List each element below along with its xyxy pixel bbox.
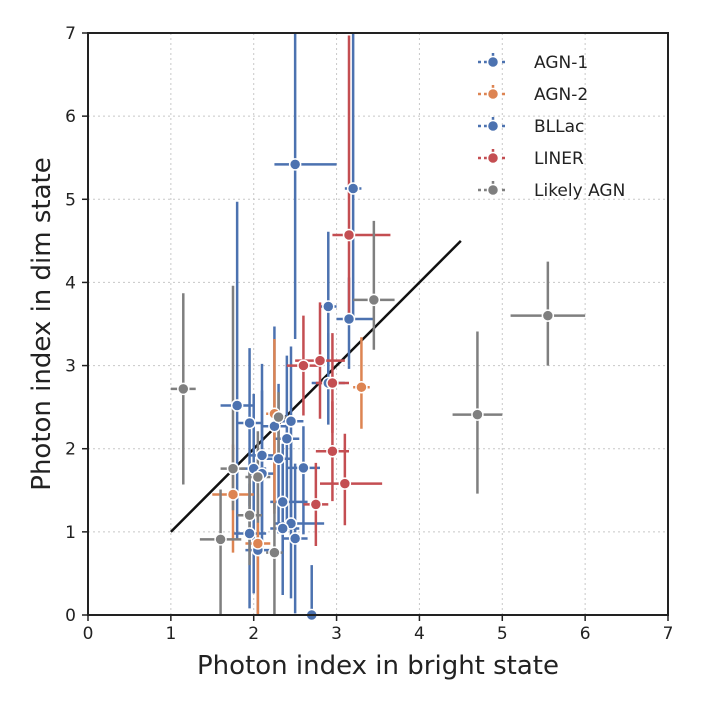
legend-marker (486, 87, 500, 101)
y-tick-label: 5 (65, 190, 76, 210)
data-point (471, 408, 484, 421)
y-tick-label: 4 (65, 273, 76, 293)
reference-line-group (169, 239, 462, 533)
data-point (297, 359, 310, 372)
data-point (367, 293, 381, 307)
legend: AGN-1 AGN-2 BLLac LINER Likely AGN (478, 53, 625, 201)
data-points (177, 158, 555, 622)
data-point (243, 527, 256, 540)
x-tick-label: 0 (83, 624, 94, 644)
legend-label: AGN-2 (534, 85, 588, 105)
legend-marker (486, 119, 500, 133)
legend-label: Likely AGN (534, 181, 625, 201)
legend-label: BLLac (534, 117, 584, 137)
data-point (243, 416, 256, 430)
x-tick-label: 7 (663, 624, 674, 644)
data-point (338, 477, 352, 490)
data-point (313, 354, 327, 367)
y-tick-label: 6 (65, 107, 76, 127)
x-tick-label: 1 (165, 624, 176, 644)
data-point (326, 376, 339, 390)
y-tick-label: 3 (65, 357, 76, 377)
data-point (288, 158, 302, 171)
y-tick-label: 7 (65, 24, 76, 44)
x-tick-labels: 0 1 2 3 4 5 6 7 (83, 624, 674, 644)
x-axis-label: Photon index in bright state (197, 651, 559, 681)
legend-marker (486, 183, 500, 197)
grid (88, 33, 668, 615)
data-point (214, 533, 227, 546)
data-point (342, 228, 356, 242)
data-point (355, 380, 368, 394)
legend-label: AGN-1 (534, 53, 588, 73)
data-point (346, 182, 360, 195)
data-point (226, 488, 240, 501)
data-point (284, 415, 298, 428)
data-point (268, 546, 281, 559)
legend-marker (486, 151, 500, 165)
data-point (251, 470, 265, 484)
data-point (251, 537, 265, 550)
data-point (226, 462, 240, 475)
axis-ticks (82, 32, 669, 621)
x-tick-label: 6 (580, 624, 591, 644)
data-point (322, 300, 335, 313)
x-tick-label: 3 (331, 624, 342, 644)
legend-marker (486, 55, 500, 69)
data-point (280, 432, 294, 445)
x-tick-label: 5 (497, 624, 508, 644)
data-point (243, 508, 256, 522)
data-point (326, 444, 339, 458)
data-point (309, 498, 323, 511)
data-point (288, 532, 302, 545)
data-point (342, 312, 356, 326)
y-tick-label: 2 (65, 440, 76, 460)
data-point (255, 449, 269, 462)
data-point (177, 382, 190, 396)
reference-line (169, 239, 462, 533)
data-point (541, 309, 555, 322)
y-axis-label: Photon index in dim state (27, 157, 57, 490)
y-tick-labels: 0 1 2 3 4 5 6 7 (65, 24, 76, 626)
data-point (272, 410, 285, 424)
plot-frame (87, 32, 669, 616)
y-tick-label: 1 (65, 523, 76, 543)
data-point (297, 461, 310, 475)
data-point (230, 399, 244, 412)
legend-label: LINER (534, 149, 584, 169)
data-point (272, 452, 285, 465)
data-point (276, 522, 289, 535)
y-tick-label: 0 (65, 606, 76, 626)
data-point (276, 495, 289, 509)
x-tick-label: 4 (414, 624, 425, 644)
x-tick-label: 2 (248, 624, 259, 644)
